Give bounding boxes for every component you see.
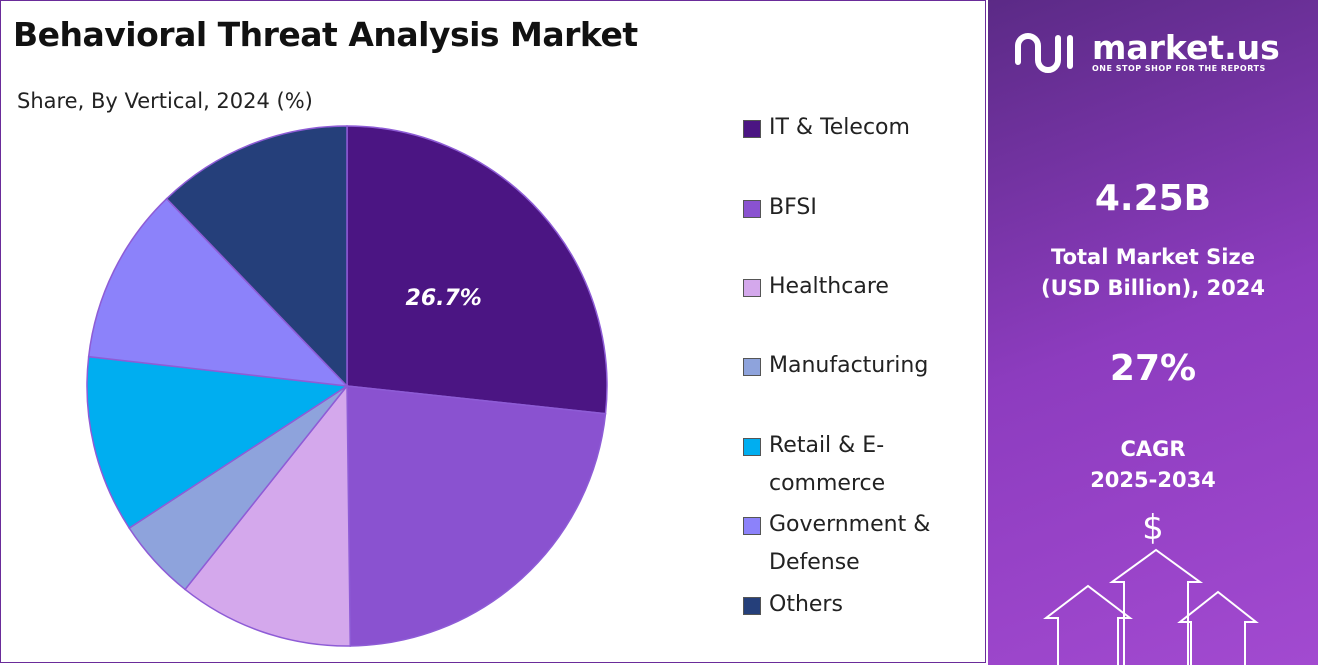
legend-item: BFSI <box>743 189 973 227</box>
currency-symbol: $ <box>1142 508 1164 548</box>
legend-item: Government & Defense <box>743 506 973 582</box>
pie-slice <box>87 197 349 387</box>
sidebar: market.us ONE STOP SHOP FOR THE REPORTS … <box>988 0 1318 665</box>
pie-slice <box>86 355 350 530</box>
pie-chart: 26.7% <box>86 125 608 647</box>
legend-swatch <box>743 200 761 218</box>
legend-label: IT & Telecom <box>769 115 910 140</box>
chart-panel: Behavioral Threat Analysis Market Share,… <box>0 0 986 663</box>
pie-slice <box>346 385 607 647</box>
legend-label: Government & Defense <box>769 512 931 575</box>
market-size-label: Total Market Size (USD Billion), 2024 <box>1040 245 1266 300</box>
legend-item: Retail & E-commerce <box>743 427 973 503</box>
cagr: 27% <box>1109 348 1197 389</box>
legend-item: Healthcare <box>743 268 973 306</box>
legend-item: Manufacturing <box>743 347 973 385</box>
legend-swatch <box>743 597 761 615</box>
legend-swatch <box>743 517 761 535</box>
legend-swatch <box>743 438 761 456</box>
chart-title: Behavioral Threat Analysis Market <box>13 15 638 54</box>
market-size: 4.25B <box>1094 178 1212 219</box>
legend-item: Others <box>743 586 973 624</box>
arrows <box>1043 548 1259 665</box>
legend-item: IT & Telecom <box>743 109 973 147</box>
pie-slice <box>346 125 608 415</box>
legend-label: Retail & E-commerce <box>769 433 886 496</box>
legend-label: BFSI <box>769 195 817 220</box>
pie-slice <box>184 383 352 647</box>
pie-slice <box>165 125 348 388</box>
legend-swatch <box>743 120 761 138</box>
brand: market.us <box>1092 28 1280 67</box>
tagline: ONE STOP SHOP FOR THE REPORTS <box>1092 64 1266 73</box>
legend-label: Others <box>769 592 843 617</box>
legend-label: Manufacturing <box>769 353 929 378</box>
chart-subtitle: Share, By Vertical, 2024 (%) <box>17 89 313 113</box>
legend-swatch <box>743 279 761 297</box>
legend-swatch <box>743 358 761 376</box>
cagr-label: CAGR 2025-2034 <box>1090 437 1216 492</box>
data-label: 26.7% <box>406 286 482 311</box>
decor <box>1015 33 1259 665</box>
legend-label: Healthcare <box>769 274 889 299</box>
logo-icon <box>1015 33 1073 73</box>
